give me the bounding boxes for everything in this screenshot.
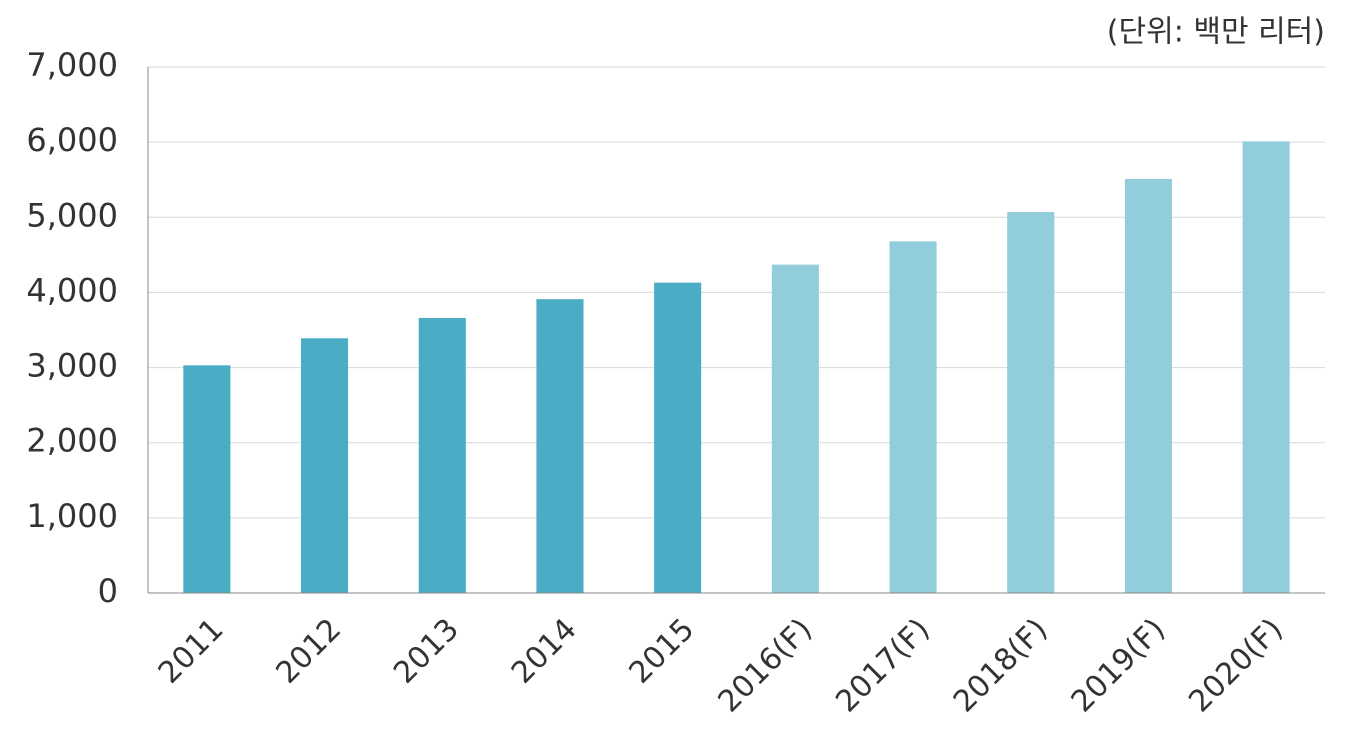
bar [1007, 212, 1055, 594]
x-tick-label: 2014 [505, 612, 584, 691]
x-tick-label: 2020(F) [1182, 612, 1289, 719]
y-tick-label: 5,000 [26, 196, 118, 234]
bar [301, 338, 349, 593]
x-tick-label: 2016(F) [712, 612, 819, 719]
bar [1124, 178, 1172, 593]
bar [771, 264, 819, 593]
x-tick-label: 2018(F) [947, 612, 1054, 719]
x-tick-label: 2012 [269, 612, 348, 691]
unit-label: (단위: 백만 리터) [1107, 15, 1325, 50]
y-tick-label: 4,000 [26, 271, 118, 309]
x-tick-label: 2013 [387, 612, 466, 691]
bar [654, 282, 702, 593]
y-tick-label: 0 [98, 572, 118, 610]
bar [536, 299, 584, 593]
bar [889, 241, 937, 593]
y-tick-label: 6,000 [26, 121, 118, 159]
x-tick-label: 2017(F) [829, 612, 936, 719]
bar [183, 365, 231, 593]
x-tick-label: 2019(F) [1065, 612, 1172, 719]
y-tick-label: 1,000 [26, 497, 118, 535]
y-tick-label: 7,000 [26, 46, 118, 84]
bar [418, 317, 466, 593]
y-tick-label: 3,000 [26, 347, 118, 385]
y-tick-label: 2,000 [26, 422, 118, 460]
bar [1242, 141, 1290, 594]
x-tick-label: 2011 [152, 612, 231, 691]
x-tick-label: 2015 [623, 612, 702, 691]
